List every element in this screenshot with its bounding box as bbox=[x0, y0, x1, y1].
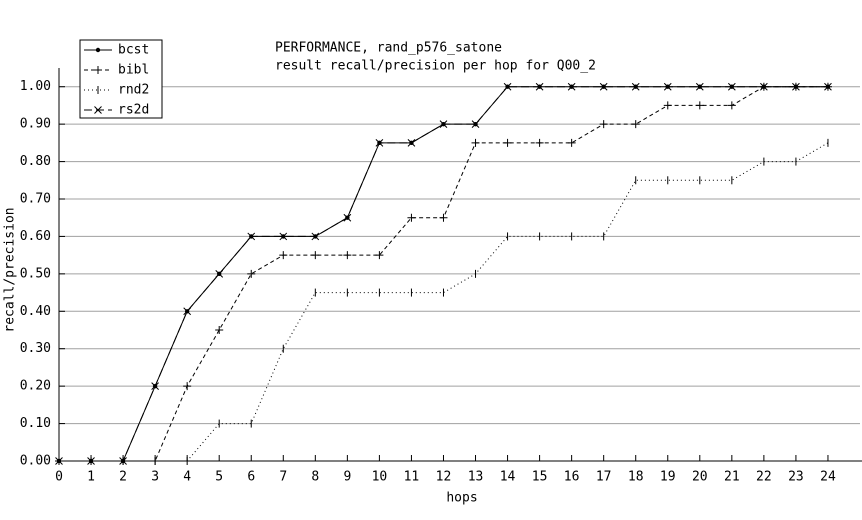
marker bbox=[599, 82, 608, 91]
marker bbox=[567, 138, 576, 147]
marker bbox=[503, 138, 512, 147]
marker bbox=[439, 120, 448, 128]
marker bbox=[375, 251, 384, 260]
marker bbox=[792, 82, 800, 91]
y-tick-label: 0.30 bbox=[20, 341, 51, 356]
y-tick-label: 0.50 bbox=[20, 266, 51, 281]
marker bbox=[727, 101, 736, 110]
legend-marker bbox=[94, 66, 102, 74]
marker bbox=[760, 82, 768, 91]
legend-box bbox=[79, 39, 163, 119]
marker bbox=[215, 326, 224, 334]
x-tick-label: 11 bbox=[404, 470, 420, 485]
x-tick-label: 4 bbox=[183, 470, 191, 485]
marker bbox=[535, 82, 544, 91]
marker bbox=[311, 232, 320, 241]
marker bbox=[695, 101, 704, 110]
marker bbox=[407, 139, 416, 147]
y-tick-label: 0.70 bbox=[20, 192, 51, 207]
x-tick-label: 16 bbox=[564, 470, 580, 485]
marker bbox=[343, 213, 352, 222]
marker bbox=[471, 120, 480, 128]
y-tick-label: 0.20 bbox=[20, 379, 51, 394]
x-tick-label: 21 bbox=[724, 470, 740, 485]
x-axis-label: hops bbox=[446, 491, 477, 506]
x-tick-label: 19 bbox=[660, 470, 676, 485]
marker bbox=[279, 232, 288, 241]
chart-subtitle: result recall/precision per hop for Q00_… bbox=[275, 59, 596, 74]
x-tick-label: 9 bbox=[343, 470, 351, 485]
marker bbox=[55, 457, 63, 465]
marker bbox=[727, 82, 736, 91]
legend-marker bbox=[94, 106, 102, 114]
marker bbox=[824, 82, 832, 91]
x-tick-label: 10 bbox=[372, 470, 388, 485]
marker bbox=[535, 138, 544, 147]
x-tick-label: 12 bbox=[436, 470, 452, 485]
x-tick-label: 5 bbox=[215, 470, 223, 485]
x-tick-label: 14 bbox=[500, 470, 516, 485]
x-tick-label: 3 bbox=[151, 470, 159, 485]
y-tick-label: 0.40 bbox=[20, 304, 51, 319]
marker bbox=[151, 382, 159, 390]
marker bbox=[279, 251, 288, 260]
marker bbox=[87, 457, 95, 465]
marker bbox=[503, 82, 512, 91]
y-tick-label: 0.00 bbox=[20, 454, 51, 469]
x-tick-label: 13 bbox=[468, 470, 484, 485]
marker bbox=[183, 307, 192, 316]
x-tick-label: 17 bbox=[596, 470, 612, 485]
marker bbox=[631, 120, 640, 129]
y-axis-label: recall/precision bbox=[3, 207, 18, 332]
legend-label: bibl bbox=[118, 63, 149, 78]
x-tick-label: 8 bbox=[311, 470, 319, 485]
y-tick-label: 0.60 bbox=[20, 229, 51, 244]
marker bbox=[567, 82, 576, 91]
marker bbox=[599, 120, 608, 129]
marker bbox=[311, 251, 320, 260]
marker bbox=[375, 139, 384, 147]
marker bbox=[695, 82, 704, 91]
legend-label: rs2d bbox=[118, 103, 149, 118]
marker bbox=[663, 101, 672, 110]
x-tick-label: 23 bbox=[788, 470, 804, 485]
x-tick-label: 24 bbox=[820, 470, 836, 485]
marker bbox=[183, 382, 192, 391]
marker bbox=[439, 213, 448, 222]
marker bbox=[215, 270, 224, 278]
x-tick-label: 20 bbox=[692, 470, 708, 485]
x-tick-label: 22 bbox=[756, 470, 772, 485]
legend-label: bcst bbox=[118, 43, 149, 58]
marker bbox=[247, 269, 256, 278]
x-tick-label: 0 bbox=[55, 470, 63, 485]
marker bbox=[471, 138, 480, 147]
marker bbox=[119, 457, 127, 465]
marker bbox=[663, 82, 672, 91]
y-tick-label: 0.80 bbox=[20, 154, 51, 169]
x-tick-label: 6 bbox=[247, 470, 255, 485]
marker bbox=[631, 82, 640, 91]
y-tick-label: 1.00 bbox=[20, 79, 51, 94]
x-tick-label: 7 bbox=[279, 470, 287, 485]
x-tick-label: 1 bbox=[87, 470, 95, 485]
x-tick-label: 15 bbox=[532, 470, 548, 485]
series-line bbox=[59, 142, 829, 462]
y-tick-label: 0.10 bbox=[20, 416, 51, 431]
marker bbox=[247, 232, 256, 241]
x-tick-label: 2 bbox=[119, 470, 127, 485]
marker bbox=[407, 213, 416, 222]
marker bbox=[343, 251, 352, 260]
legend-marker bbox=[95, 47, 101, 53]
legend-label: rnd2 bbox=[118, 83, 149, 98]
chart-title: PERFORMANCE, rand_p576_satone bbox=[275, 41, 502, 56]
y-tick-label: 0.90 bbox=[20, 117, 51, 132]
x-tick-label: 18 bbox=[628, 470, 644, 485]
